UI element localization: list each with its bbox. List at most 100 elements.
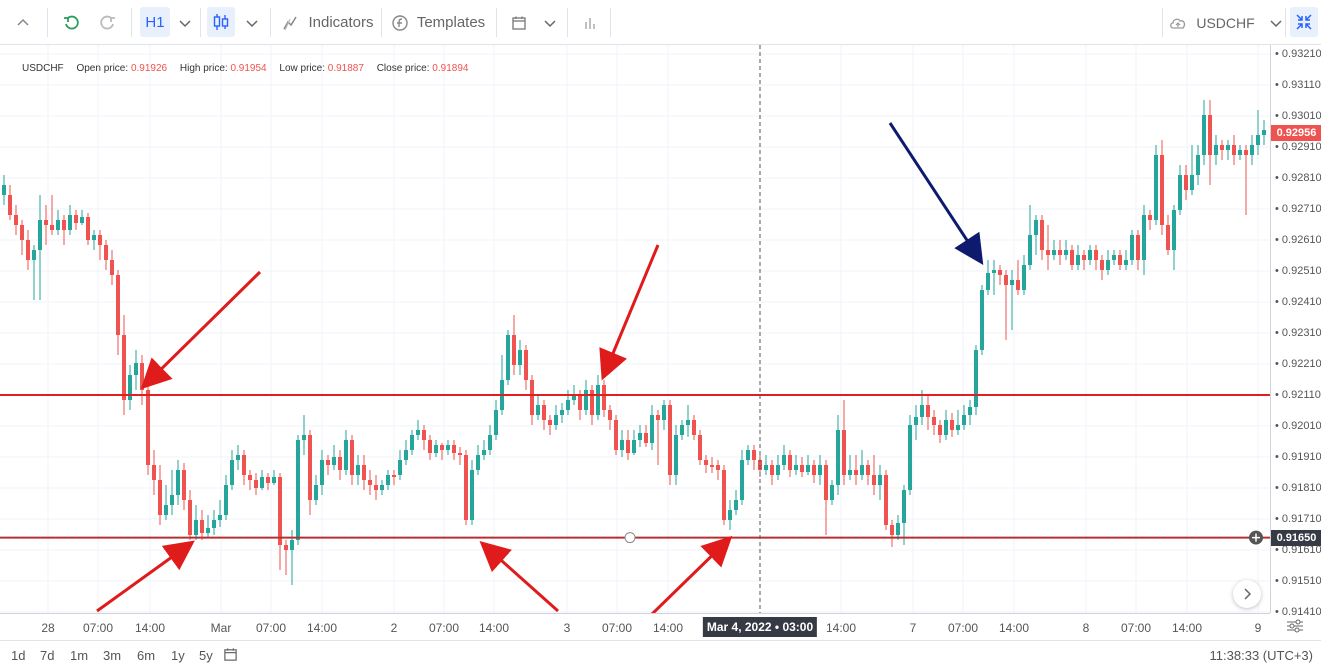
- calendar-chevron-down-icon[interactable]: [540, 0, 560, 45]
- candle-down: [140, 363, 144, 390]
- candle-down: [524, 350, 528, 380]
- candle-up: [1022, 265, 1026, 290]
- candle-down: [812, 465, 816, 475]
- candle-up: [914, 417, 918, 425]
- candle-up: [734, 500, 738, 510]
- candle-down: [14, 215, 18, 225]
- candle-up: [1154, 155, 1158, 220]
- candle-down: [1136, 235, 1140, 260]
- candle-up: [1250, 145, 1254, 155]
- candle-up: [1178, 175, 1182, 210]
- candle-up: [170, 495, 174, 505]
- candle-up: [380, 485, 384, 490]
- candle-up: [164, 505, 168, 515]
- chevron-up-icon[interactable]: [8, 0, 38, 45]
- range-7d-button[interactable]: 7d: [40, 648, 55, 663]
- templates-icon: [392, 14, 408, 31]
- candle-up: [686, 420, 690, 425]
- time-tick-label: 14:00: [134, 621, 166, 635]
- candle-up: [1052, 250, 1056, 255]
- date-range-calendar-icon[interactable]: [223, 647, 238, 667]
- candlestick-chart[interactable]: [0, 45, 1270, 618]
- time-tick-label: 14:00: [306, 621, 338, 635]
- candle-up: [836, 430, 840, 485]
- candle-up: [1196, 155, 1200, 175]
- chart-type-chevron-down-icon[interactable]: [242, 0, 262, 45]
- price-tick-label: • 0.92010: [1275, 420, 1321, 432]
- price-chart[interactable]: [0, 45, 1270, 618]
- close-price-value: 0.91894: [432, 63, 469, 74]
- range-1y-button[interactable]: 1y: [171, 648, 185, 663]
- fullscreen-collapse-icon[interactable]: [1290, 7, 1318, 37]
- candle-down: [1208, 115, 1212, 155]
- candle-down: [1118, 255, 1122, 265]
- candle-up: [878, 475, 882, 485]
- price-tick-label: • 0.93110: [1275, 79, 1321, 91]
- candlestick-icon[interactable]: [207, 7, 235, 37]
- symbol-selector[interactable]: USDCHF: [1168, 0, 1283, 45]
- time-tick-label: 8: [1082, 621, 1090, 635]
- candle-down: [62, 220, 66, 230]
- axis-settings-icon[interactable]: [1285, 618, 1305, 639]
- price-tick-label: • 0.91810: [1275, 482, 1321, 494]
- calendar-icon[interactable]: [507, 0, 531, 45]
- cloud-upload-icon: [1170, 18, 1186, 29]
- candle-down: [158, 480, 162, 515]
- candle-up: [1076, 255, 1080, 265]
- timeframe-button[interactable]: H1: [140, 7, 170, 37]
- candle-down: [872, 475, 876, 485]
- candle-up: [968, 407, 972, 415]
- candle-up: [680, 425, 684, 435]
- range-1m-button[interactable]: 1m: [70, 648, 89, 663]
- timeframe-chevron-down-icon[interactable]: [175, 0, 195, 45]
- price-tick-label: • 0.91910: [1275, 451, 1321, 463]
- price-tick-label: • 0.92810: [1275, 172, 1321, 184]
- candle-up: [236, 455, 240, 460]
- annotation-arrow-red: [648, 535, 733, 618]
- candle-down: [20, 225, 24, 240]
- range-5y-button[interactable]: 5y: [199, 648, 213, 663]
- scroll-to-latest-button[interactable]: [1233, 580, 1261, 608]
- candle-down: [188, 500, 192, 535]
- candle-down: [704, 460, 708, 465]
- range-3m-button[interactable]: 3m: [103, 648, 122, 663]
- time-axis[interactable]: 28 07:00 14:00 Mar 07:00 14:00 2 07:00 14:00 3 07:…: [0, 613, 1270, 640]
- candle-down: [326, 460, 330, 465]
- candle-up: [296, 440, 300, 540]
- price-axis[interactable]: • 0.93210 • 0.93110 • 0.93010 • 0.92910 • 0.…: [1270, 45, 1321, 618]
- candle-down: [788, 455, 792, 470]
- candle-down: [854, 470, 858, 475]
- candle-up: [674, 435, 678, 475]
- time-tick-label: 28: [41, 621, 55, 635]
- candle-up: [1112, 255, 1116, 260]
- candle-up: [764, 465, 768, 470]
- candle-down: [932, 417, 936, 425]
- candle-down: [1070, 250, 1074, 265]
- redo-icon[interactable]: [93, 0, 121, 45]
- legend-symbol: USDCHF: [22, 63, 64, 74]
- candle-up: [560, 410, 564, 415]
- candle-up: [1172, 210, 1176, 250]
- symbol-chevron-down-icon: [1270, 19, 1282, 27]
- templates-button[interactable]: Templates: [388, 0, 488, 45]
- candle-down: [530, 380, 534, 415]
- undo-icon[interactable]: [58, 0, 86, 45]
- candle-down: [698, 435, 702, 460]
- candle-down: [350, 440, 354, 475]
- candle-up: [386, 475, 390, 485]
- candle-up: [260, 477, 264, 488]
- candle-up: [80, 217, 84, 223]
- price-tick-label: • 0.91510: [1275, 575, 1321, 587]
- candle-up: [404, 450, 408, 460]
- time-tick-label: 2: [390, 621, 398, 635]
- last-price-tag: 0.92956: [1271, 124, 1321, 141]
- indicators-button[interactable]: Indicators: [278, 0, 378, 45]
- range-1d-button[interactable]: 1d: [11, 648, 26, 663]
- candle-up: [1124, 260, 1128, 265]
- volume-bars-icon[interactable]: [578, 0, 602, 45]
- candle-down: [26, 240, 30, 260]
- range-6m-button[interactable]: 6m: [137, 648, 156, 663]
- candle-down: [278, 477, 282, 545]
- candle-up: [482, 450, 486, 455]
- candle-up: [506, 335, 510, 380]
